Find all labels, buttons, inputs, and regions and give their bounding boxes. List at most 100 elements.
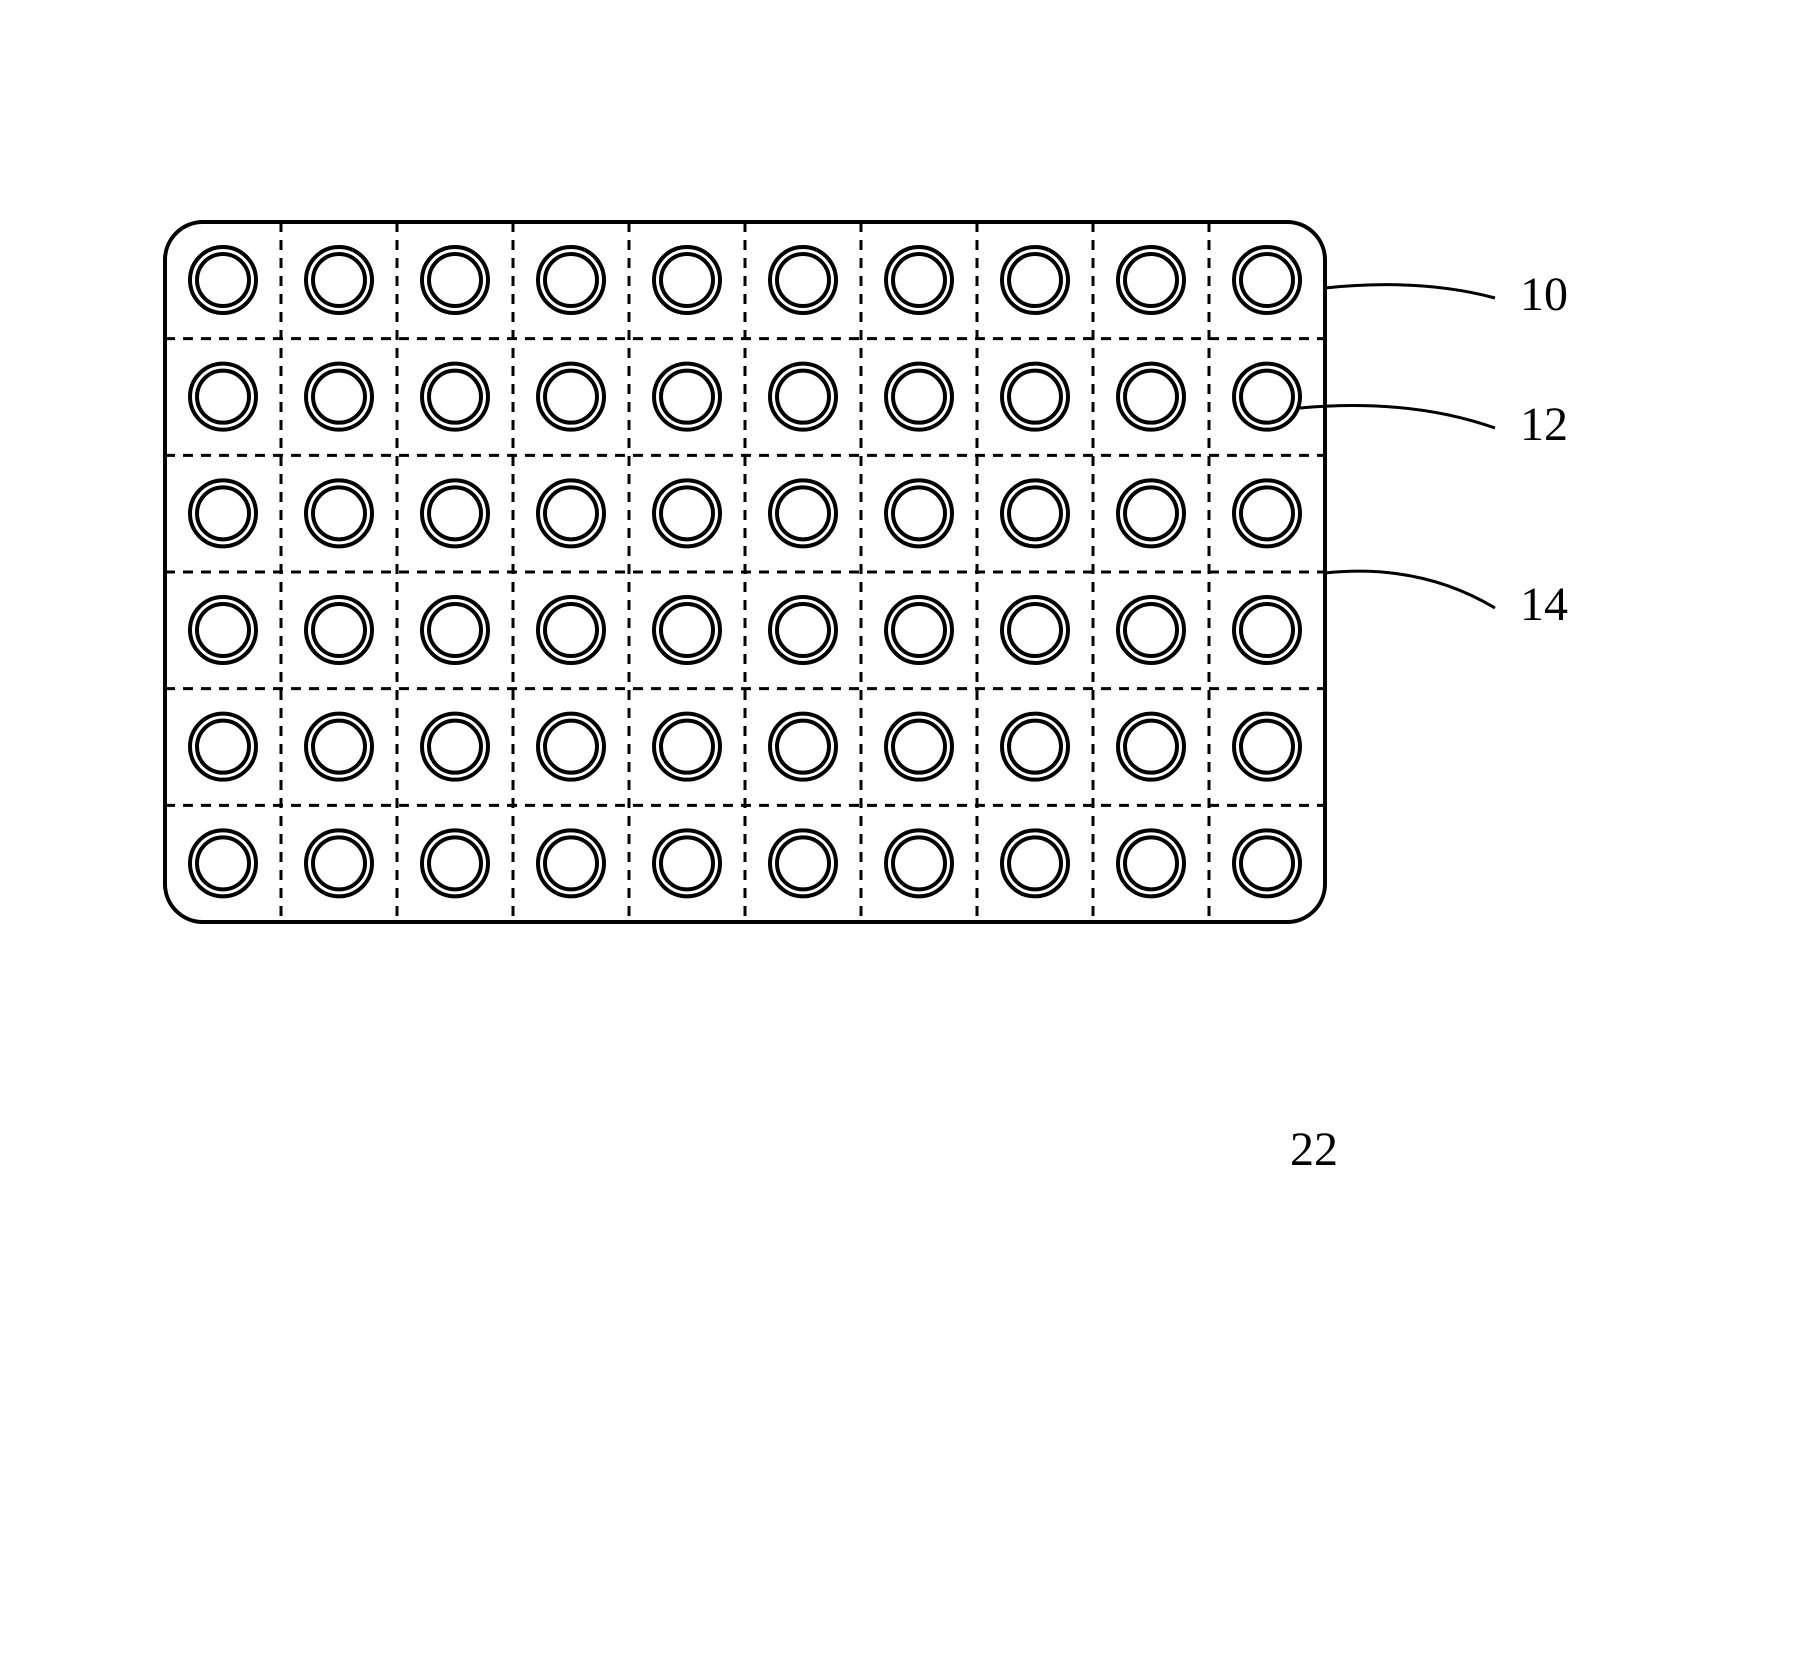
well [1234,714,1300,780]
well [886,597,952,663]
well [1002,480,1068,546]
well [1118,364,1184,430]
well-inner-circle [661,254,713,306]
well-inner-circle [313,487,365,539]
well-inner-circle [313,254,365,306]
well-outer-circle [654,480,720,546]
well-outer-circle [538,247,604,313]
callout-label: 14 [1520,578,1568,631]
well [1118,480,1184,546]
well-inner-circle [777,371,829,423]
well-inner-circle [429,837,481,889]
well-inner-circle [313,604,365,656]
well-inner-circle [313,371,365,423]
well-outer-circle [1234,597,1300,663]
well-outer-circle [654,597,720,663]
well [1118,597,1184,663]
well-inner-circle [1009,837,1061,889]
well [1234,830,1300,896]
well-outer-circle [1234,714,1300,780]
well-inner-circle [545,371,597,423]
well-inner-circle [1125,254,1177,306]
callout-leader [1325,571,1495,608]
well [422,364,488,430]
well [654,480,720,546]
well-inner-circle [545,837,597,889]
well-inner-circle [429,254,481,306]
well-inner-circle [777,604,829,656]
well-outer-circle [886,480,952,546]
well-inner-circle [777,837,829,889]
well [306,830,372,896]
well-inner-circle [545,254,597,306]
well [422,830,488,896]
well [1002,247,1068,313]
well-outer-circle [422,480,488,546]
well [190,714,256,780]
well [1118,830,1184,896]
well [422,480,488,546]
well-inner-circle [197,371,249,423]
well-inner-circle [661,487,713,539]
callout-label: 10 [1520,268,1568,321]
well-inner-circle [1009,371,1061,423]
well [654,830,720,896]
well [422,247,488,313]
well [886,480,952,546]
well-inner-circle [1125,371,1177,423]
well-inner-circle [777,254,829,306]
well-inner-circle [777,487,829,539]
well [306,247,372,313]
well [306,480,372,546]
well-outer-circle [654,247,720,313]
well-outer-circle [1118,830,1184,896]
well-outer-circle [1234,364,1300,430]
well [538,597,604,663]
well-outer-circle [1118,714,1184,780]
diagram-container: 10121422 [20,20,1807,1644]
well [654,364,720,430]
well-inner-circle [313,837,365,889]
well-inner-circle [1009,604,1061,656]
well-inner-circle [661,604,713,656]
well-outer-circle [190,830,256,896]
well-outer-circle [1118,364,1184,430]
well-inner-circle [545,604,597,656]
well [770,597,836,663]
callout-label: 12 [1520,398,1568,451]
well [422,597,488,663]
well-inner-circle [893,604,945,656]
well [306,597,372,663]
well-outer-circle [538,364,604,430]
well-outer-circle [770,480,836,546]
callout-leader [1300,406,1495,429]
well-outer-circle [422,247,488,313]
well-outer-circle [1118,597,1184,663]
well-outer-circle [886,247,952,313]
well [306,714,372,780]
well [770,364,836,430]
well [190,364,256,430]
well-outer-circle [770,830,836,896]
well-inner-circle [661,721,713,773]
well-inner-circle [429,604,481,656]
well [538,364,604,430]
well-outer-circle [422,597,488,663]
well-outer-circle [1234,480,1300,546]
well-inner-circle [1009,254,1061,306]
well-inner-circle [1241,487,1293,539]
well-inner-circle [1241,604,1293,656]
well-outer-circle [538,830,604,896]
well-outer-circle [1002,714,1068,780]
well-inner-circle [893,487,945,539]
well-inner-circle [661,837,713,889]
well-outer-circle [422,364,488,430]
well [306,364,372,430]
well [538,830,604,896]
well [654,247,720,313]
well [1002,830,1068,896]
well-inner-circle [545,487,597,539]
well [1002,364,1068,430]
well-inner-circle [1241,371,1293,423]
well [1002,714,1068,780]
